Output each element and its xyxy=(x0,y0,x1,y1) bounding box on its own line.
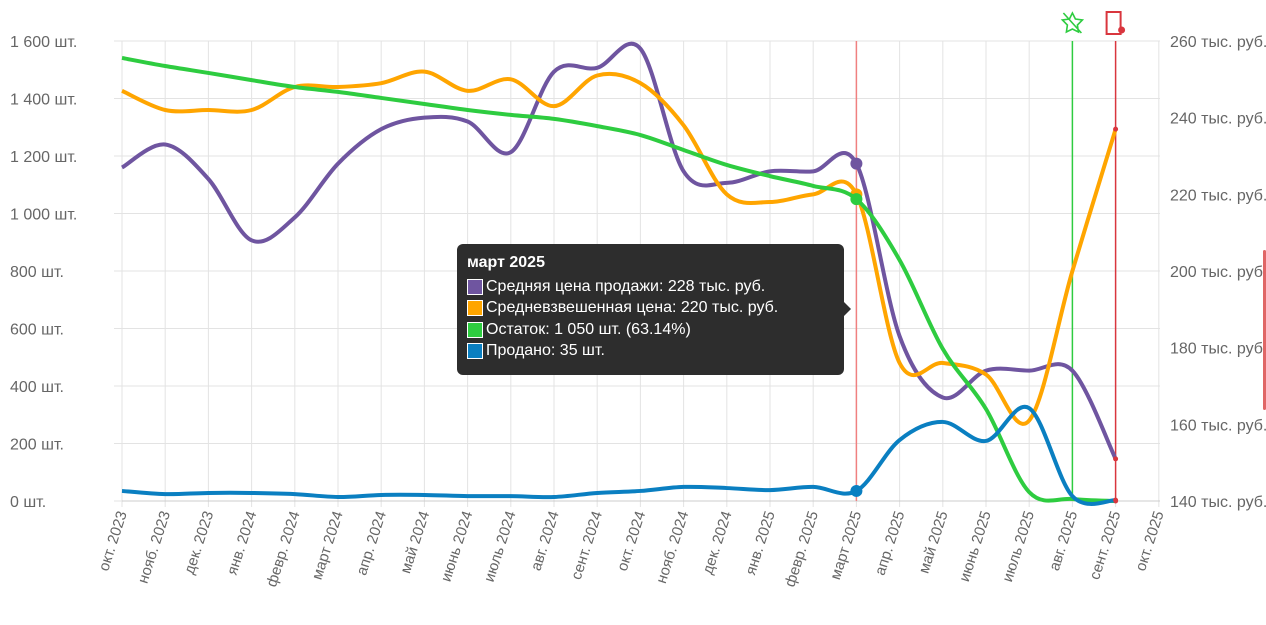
building-gear-icon xyxy=(1105,11,1122,35)
x-tick-label: март 2024 xyxy=(309,509,347,582)
x-tick-label: май 2024 xyxy=(397,509,433,576)
y-right-tick-label: 260 тыс. руб. xyxy=(1170,34,1266,51)
highlight-point xyxy=(850,193,863,206)
y-left-tick-label: 1 400 шт. xyxy=(10,92,77,109)
series-line-Продано xyxy=(121,404,1116,506)
end-point xyxy=(1113,126,1119,132)
series-line-Средняя цена продажи xyxy=(120,41,1118,460)
tooltip-text: Продано: 35 шт. xyxy=(486,342,605,360)
highlight-point xyxy=(850,484,863,497)
swatch xyxy=(467,321,483,338)
tooltip-text: Остаток: 1 050 шт. (63.14%) xyxy=(486,320,691,338)
x-tick-label: нояб. 2023 xyxy=(135,509,174,586)
y-left-tick-label: 200 шт. xyxy=(10,437,64,454)
x-tick-label: окт. 2024 xyxy=(614,509,649,573)
series-line-Остаток xyxy=(121,55,1116,503)
y-left-tick-label: 0 шт. xyxy=(10,494,46,511)
x-tick-label: нояб. 2024 xyxy=(653,509,692,586)
x-tick-label: июль 2024 xyxy=(481,509,520,584)
tooltip: март 2025 Средняя цена продажи: 228 тыс.… xyxy=(457,244,851,375)
x-tick-label: сент. 2025 xyxy=(1086,509,1124,582)
x-tick-label: февр. 2025 xyxy=(782,509,822,589)
x-tick-label: февр. 2024 xyxy=(263,509,303,589)
y-left-tick-label: 1 600 шт. xyxy=(10,34,77,51)
y-left-tick-label: 800 шт. xyxy=(10,264,64,281)
y-left-tick-label: 400 шт. xyxy=(10,379,64,396)
gear-icon xyxy=(1118,26,1126,34)
end-point xyxy=(1113,497,1119,503)
x-tick-label: май 2025 xyxy=(915,509,951,576)
tooltip-title: март 2025 xyxy=(467,254,545,271)
x-tick-label: апр. 2025 xyxy=(872,509,909,578)
y-left-tick-label: 1 000 шт. xyxy=(10,207,77,224)
x-tick-label: авг. 2024 xyxy=(528,509,563,573)
tooltip-row-weighted-price: Средневзвешенная цена: 220 тыс. руб. xyxy=(467,298,834,320)
y-left-tick-label: 1 200 шт. xyxy=(10,149,77,166)
x-tick-label: дек. 2023 xyxy=(181,509,217,576)
swatch xyxy=(467,278,483,295)
x-tick-label: июнь 2025 xyxy=(956,509,995,584)
highlight-point xyxy=(850,157,863,170)
x-tick-label: апр. 2024 xyxy=(353,509,390,578)
y-right-tick-label: 180 тыс. руб. xyxy=(1170,341,1266,358)
x-tick-label: июнь 2024 xyxy=(438,509,477,584)
tooltip-text: Средневзвешенная цена: 220 тыс. руб. xyxy=(486,299,779,317)
star-off-icon xyxy=(1060,11,1085,34)
tooltip-row-stock: Остаток: 1 050 шт. (63.14%) xyxy=(467,319,834,341)
y-left-tick-label: 600 шт. xyxy=(10,322,64,339)
y-right-tick-label: 160 тыс. руб. xyxy=(1170,417,1266,434)
end-point xyxy=(1113,456,1119,462)
scrollbar[interactable] xyxy=(1263,250,1266,410)
x-tick-label: сент. 2024 xyxy=(568,509,606,582)
tooltip-row-sold: Продано: 35 шт. xyxy=(467,341,834,363)
x-tick-label: окт. 2023 xyxy=(95,509,130,573)
tooltip-row-avg-price: Средняя цена продажи: 228 тыс. руб. xyxy=(467,276,834,298)
swatch xyxy=(467,343,483,360)
tooltip-text: Средняя цена продажи: 228 тыс. руб. xyxy=(486,277,766,295)
x-tick-label: янв. 2025 xyxy=(742,509,779,577)
swatch xyxy=(467,300,483,317)
y-right-tick-label: 240 тыс. руб. xyxy=(1170,111,1266,128)
x-tick-label: июль 2025 xyxy=(999,509,1038,584)
y-right-tick-label: 140 тыс. руб. xyxy=(1170,494,1266,511)
x-tick-label: дек. 2024 xyxy=(699,509,735,576)
y-right-tick-label: 220 тыс. руб. xyxy=(1170,187,1266,204)
x-tick-label: окт. 2025 xyxy=(1132,509,1167,573)
x-tick-label: янв. 2024 xyxy=(224,509,261,577)
x-tick-label: март 2025 xyxy=(827,509,865,582)
y-right-tick-label: 200 тыс. руб. xyxy=(1170,264,1266,281)
x-tick-label: авг. 2025 xyxy=(1046,509,1081,573)
